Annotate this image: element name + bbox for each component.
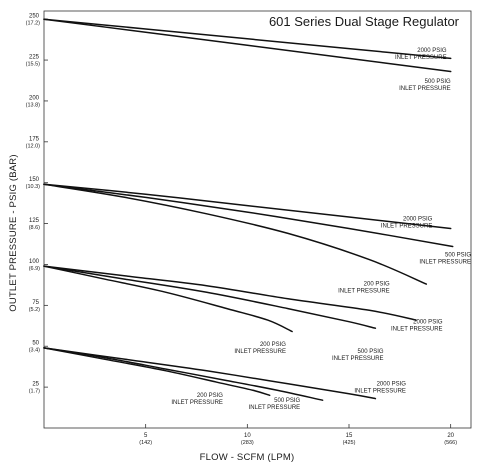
- y-tick-label: 75: [32, 300, 39, 306]
- x-tick-label: 15: [346, 433, 353, 439]
- series-label: 200 PSIG: [197, 393, 223, 399]
- x-tick-sublabel: (566): [444, 440, 457, 446]
- x-axis-title: FLOW - SCFM (LPM): [200, 452, 295, 463]
- series-line: [43, 183, 452, 230]
- series-line: [43, 347, 324, 401]
- y-tick-sublabel: (1.7): [29, 389, 40, 395]
- series-label: INLET PRESSURE: [332, 356, 384, 362]
- series-label: 2000 PSIG: [413, 319, 443, 325]
- series-label: INLET PRESSURE: [249, 405, 301, 411]
- y-tick-label: 175: [29, 136, 40, 142]
- x-tick-label: 20: [447, 433, 454, 439]
- y-tick-label: 100: [29, 259, 40, 265]
- x-tick-sublabel: (142): [139, 440, 152, 446]
- series-label: INLET PRESSURE: [419, 259, 471, 265]
- y-tick-sublabel: (10.3): [26, 184, 41, 190]
- series-label: INLET PRESSURE: [381, 223, 433, 229]
- series-label: 500 PSIG: [425, 79, 451, 85]
- series-lines: [43, 18, 454, 401]
- y-axis-title: OUTLET PRESSURE - PSIG (BAR): [8, 154, 19, 311]
- y-tick-sublabel: (8.6): [29, 225, 40, 231]
- series-label: 500 PSIG: [274, 398, 300, 404]
- series-label: INLET PRESSURE: [395, 55, 447, 61]
- y-tick-label: 200: [29, 95, 40, 101]
- plot-border: [43, 10, 472, 429]
- series-line: [43, 183, 454, 248]
- y-tick-sublabel: (6.9): [29, 266, 40, 272]
- series-label: INLET PRESSURE: [399, 86, 451, 92]
- y-tick-label: 150: [29, 177, 40, 183]
- series-line: [43, 265, 377, 329]
- y-tick-sublabel: (15.5): [26, 62, 41, 68]
- y-tick-label: 250: [29, 14, 40, 20]
- series-label: INLET PRESSURE: [354, 388, 406, 394]
- y-tick-sublabel: (3.4): [29, 348, 40, 354]
- series-label: INLET PRESSURE: [171, 400, 223, 406]
- x-tick-label: 5: [144, 433, 148, 439]
- series-label: INLET PRESSURE: [391, 326, 443, 332]
- y-tick-label: 125: [29, 218, 40, 224]
- series-label: 200 PSIG: [260, 342, 286, 348]
- series-label: 500 PSIG: [445, 252, 471, 258]
- series-label: INLET PRESSURE: [234, 349, 286, 355]
- y-tick-label: 225: [29, 55, 40, 61]
- series-label: 2000 PSIG: [377, 381, 407, 387]
- y-tick-sublabel: (13.8): [26, 102, 41, 108]
- series-label: 2000 PSIG: [403, 216, 433, 222]
- series-line: [43, 265, 417, 321]
- y-axis-ticks: 25(1.7) 50(3.4) 75(5.2) 100(6.9) 125(8.6) 150…: [26, 14, 48, 395]
- x-axis-ticks: 5(142) 10(283) 15(425) 20(566): [139, 424, 457, 446]
- y-tick-sublabel: (12.0): [26, 143, 41, 149]
- y-tick-label: 50: [32, 341, 39, 347]
- x-tick-sublabel: (283): [241, 440, 254, 446]
- series-line: [43, 265, 293, 333]
- series-line: [43, 18, 452, 60]
- series-line: [43, 347, 377, 400]
- y-tick-sublabel: (5.2): [29, 307, 40, 313]
- x-tick-sublabel: (425): [343, 440, 356, 446]
- series-line: [43, 18, 452, 73]
- y-tick-sublabel: (17.2): [26, 21, 41, 27]
- series-line: [43, 347, 271, 397]
- x-tick-label: 10: [244, 433, 251, 439]
- series-label: 2000 PSIG: [417, 48, 447, 54]
- series-label: 200 PSIG: [364, 282, 390, 288]
- series-label: 500 PSIG: [358, 349, 384, 355]
- y-tick-label: 25: [32, 382, 39, 388]
- series-line: [43, 183, 428, 285]
- chart-title: 601 Series Dual Stage Regulator: [269, 14, 460, 29]
- series-label: INLET PRESSURE: [338, 289, 390, 295]
- plot-frame: [43, 10, 472, 429]
